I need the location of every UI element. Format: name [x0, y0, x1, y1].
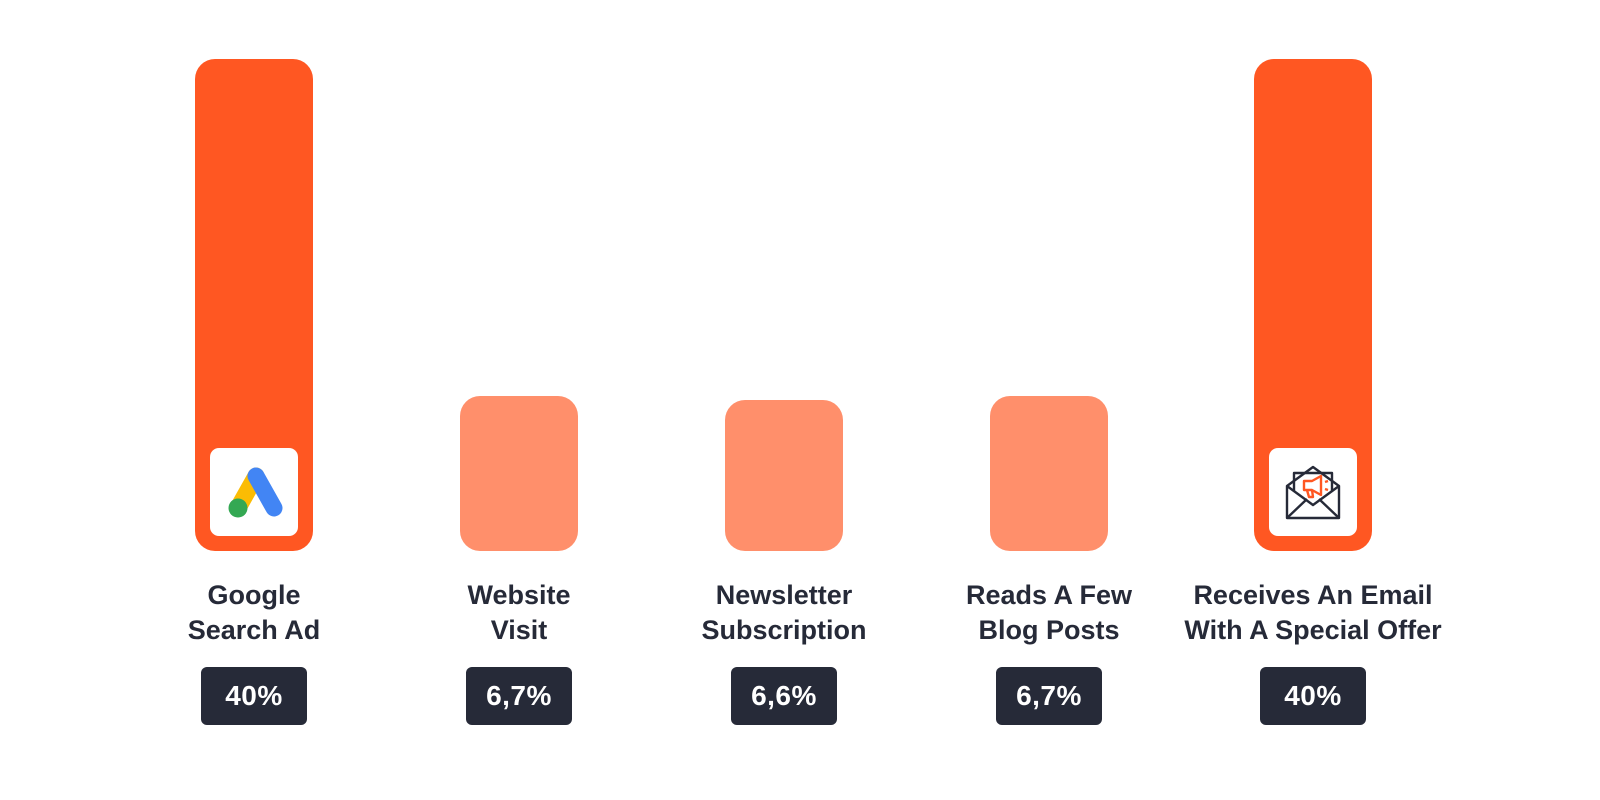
bar-3: [725, 400, 843, 551]
category-label-line: Google: [207, 580, 301, 610]
bar-2: [460, 396, 578, 551]
value-badge: 40%: [1260, 667, 1366, 725]
category-label: Reads A Few Blog Posts: [899, 578, 1199, 648]
category-label-line: Receives An Email: [1193, 580, 1433, 610]
category-label: Receives An Email With A Special Offer: [1163, 578, 1463, 648]
value-badge: 6,7%: [996, 667, 1102, 725]
value-badge: 6,6%: [731, 667, 837, 725]
category-label-line: Newsletter: [715, 580, 853, 610]
category-label-line: With A Special Offer: [1184, 615, 1442, 645]
category-label-line: Reads A Few: [965, 580, 1133, 610]
bar-4: [990, 396, 1108, 551]
email-megaphone-icon: [1269, 448, 1357, 536]
category-label-line: Visit: [490, 615, 548, 645]
category-label-line: Subscription: [701, 615, 867, 645]
category-label: Newsletter Subscription: [634, 578, 934, 648]
google-ads-logo-icon: [210, 448, 298, 536]
category-label-line: Blog Posts: [978, 615, 1120, 645]
category-label-line: Website: [467, 580, 571, 610]
category-label-line: Search Ad: [187, 615, 321, 645]
value-badge: 6,7%: [466, 667, 572, 725]
category-label: Website Visit: [369, 578, 669, 648]
value-badge: 40%: [201, 667, 307, 725]
category-label: Google Search Ad: [104, 578, 404, 648]
